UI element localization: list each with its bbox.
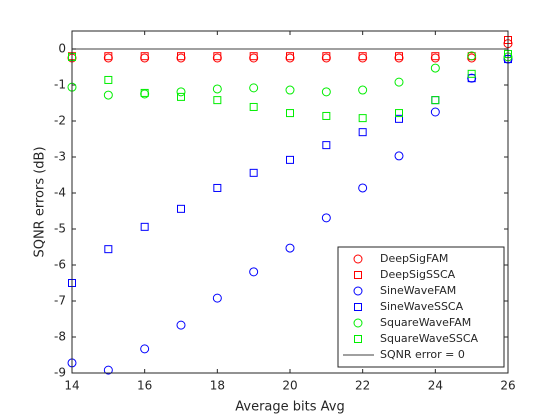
point <box>395 52 403 61</box>
legend: DeepSigFAM DeepSigSSCA SineWaveFAM SineWave… <box>337 246 505 368</box>
point <box>321 213 331 223</box>
y-tick-label: -4 <box>54 186 66 200</box>
point <box>249 102 258 111</box>
point <box>177 92 185 101</box>
legend-marker <box>353 286 363 296</box>
legend-marker <box>354 271 362 279</box>
point <box>321 87 331 97</box>
point <box>431 52 440 61</box>
x-tick-label: 26 <box>500 379 515 393</box>
y-tick-label: -5 <box>54 222 66 236</box>
point <box>249 267 259 277</box>
y-tick-label: -1 <box>54 78 66 92</box>
point <box>104 52 113 61</box>
point <box>249 52 258 61</box>
point <box>322 52 331 61</box>
point <box>140 344 150 354</box>
y-tick-label: -2 <box>54 114 66 128</box>
y-tick-label: -7 <box>54 294 66 308</box>
x-tick-label: 14 <box>64 379 79 393</box>
point <box>140 88 149 97</box>
x-tick-label: 20 <box>282 379 297 393</box>
legend-marker <box>354 303 362 311</box>
legend-marker <box>353 318 363 328</box>
point <box>394 77 404 87</box>
legend-label: SineWaveFAM <box>380 284 456 297</box>
point <box>285 243 295 253</box>
x-tick-label: 22 <box>355 379 370 393</box>
point <box>104 75 113 84</box>
point <box>430 107 440 117</box>
point <box>176 87 186 97</box>
y-tick-label: -8 <box>54 330 66 344</box>
legend-marker <box>353 254 363 264</box>
point <box>213 96 222 105</box>
x-tick-label: 24 <box>428 379 443 393</box>
y-tick-label: -3 <box>54 150 66 164</box>
point <box>358 52 367 61</box>
point <box>177 52 185 61</box>
point <box>176 320 186 330</box>
x-tick-label: 18 <box>210 379 225 393</box>
point <box>103 90 113 100</box>
legend-label: SquareWaveSSCA <box>380 332 479 345</box>
legend-marker <box>354 335 362 343</box>
point <box>467 51 477 61</box>
point <box>431 96 440 105</box>
point <box>140 222 149 231</box>
y-axis-label: SQNR errors (dB) <box>33 146 48 257</box>
point <box>430 63 440 73</box>
point <box>395 114 403 123</box>
y-tick-label: -9 <box>54 366 66 380</box>
point <box>104 245 113 254</box>
point <box>177 204 185 213</box>
point <box>467 74 476 83</box>
legend-label: SineWaveSSCA <box>380 300 464 313</box>
point <box>212 293 222 303</box>
point <box>358 85 368 95</box>
point <box>212 84 222 94</box>
point <box>213 183 222 192</box>
y-tick-label: 0 <box>58 42 66 56</box>
point <box>285 85 295 95</box>
point <box>286 109 294 118</box>
legend-label: DeepSigFAM <box>380 252 448 265</box>
y-tick-label: -6 <box>54 258 66 272</box>
point <box>286 52 294 61</box>
x-axis-label: Average bits Avg <box>235 400 344 415</box>
legend-label: SQNR error = 0 <box>380 348 465 361</box>
point <box>395 109 403 118</box>
point <box>286 155 294 164</box>
legend-box <box>337 246 505 368</box>
point <box>358 128 367 137</box>
point <box>322 141 331 150</box>
x-tick-label: 16 <box>137 379 152 393</box>
point <box>467 69 476 78</box>
point <box>394 151 404 161</box>
point <box>140 52 149 61</box>
plot-frame <box>71 30 509 374</box>
point <box>249 168 258 177</box>
point <box>213 52 222 61</box>
point <box>358 114 367 123</box>
point <box>249 83 259 93</box>
legend-label: DeepSigSSCA <box>380 268 456 281</box>
point <box>322 111 331 120</box>
legend-label: SquareWaveFAM <box>380 316 471 329</box>
point <box>358 183 368 193</box>
point <box>103 365 113 375</box>
